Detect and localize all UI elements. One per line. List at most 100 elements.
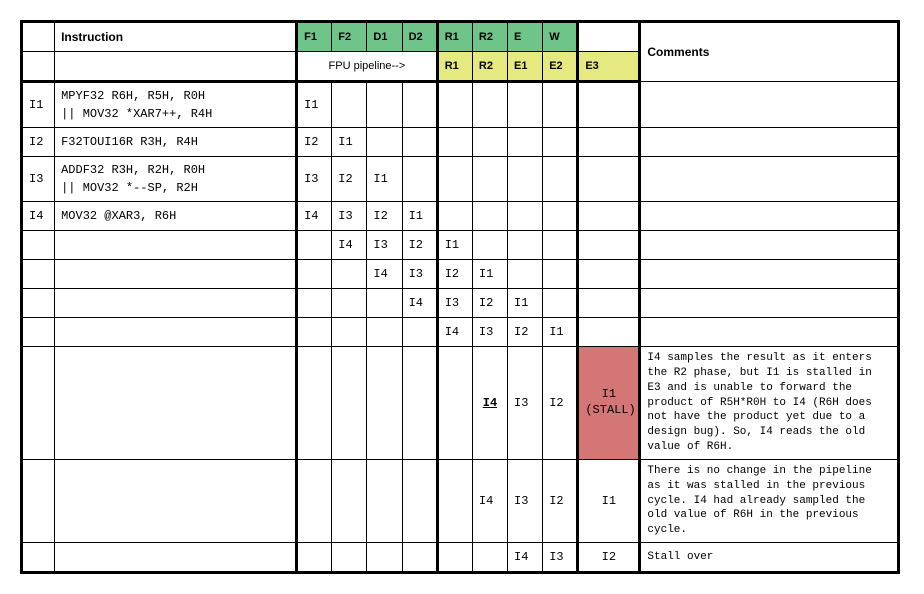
row-index: I3 xyxy=(22,157,55,202)
h2-e3: E3 xyxy=(578,52,640,82)
stage-cell xyxy=(367,82,402,128)
pipeline-row: I3ADDF32 R3H, R2H, R0H || MOV32 *--SP, R… xyxy=(22,157,899,202)
comment-cell xyxy=(640,202,899,231)
h-e: E xyxy=(508,22,543,52)
e3-cell xyxy=(578,231,640,260)
comment-cell xyxy=(640,231,899,260)
comment-cell xyxy=(640,128,899,157)
h2-e2: E2 xyxy=(543,52,578,82)
stage-cell: I2 xyxy=(402,231,437,260)
stage-cell xyxy=(508,128,543,157)
stage-cell xyxy=(297,289,332,318)
row-index: I4 xyxy=(22,202,55,231)
stage-cell xyxy=(332,543,367,573)
instruction-cell: MPYF32 R6H, R5H, R0H || MOV32 *XAR7++, R… xyxy=(55,82,297,128)
stage-cell xyxy=(332,318,367,347)
header-row-1: Instruction F1 F2 D1 D2 R1 R2 E W Commen… xyxy=(22,22,899,52)
stage-cell: I2 xyxy=(437,260,472,289)
stage-cell xyxy=(437,459,472,542)
e3-cell xyxy=(578,157,640,202)
comment-cell xyxy=(640,82,899,128)
stage-cell xyxy=(367,347,402,460)
stage-cell: I2 xyxy=(543,347,578,460)
stage-cell xyxy=(543,202,578,231)
h-comments: Comments xyxy=(640,22,899,82)
e3-cell: I1 xyxy=(578,459,640,542)
comment-cell: Stall over xyxy=(640,543,899,573)
stage-cell: I3 xyxy=(437,289,472,318)
stage-cell xyxy=(437,543,472,573)
h-f1: F1 xyxy=(297,22,332,52)
instruction-cell: ADDF32 R3H, R2H, R0H || MOV32 *--SP, R2H xyxy=(55,157,297,202)
stage-cell xyxy=(297,318,332,347)
stage-cell xyxy=(332,82,367,128)
stage-cell xyxy=(508,157,543,202)
stage-cell xyxy=(437,157,472,202)
stage-cell: I4 xyxy=(367,260,402,289)
stage-cell xyxy=(402,347,437,460)
stage-cell xyxy=(508,82,543,128)
pipeline-row: I4MOV32 @XAR3, R6HI4I3I2I1 xyxy=(22,202,899,231)
e3-cell xyxy=(578,260,640,289)
stage-cell: I3 xyxy=(332,202,367,231)
stage-cell xyxy=(472,157,507,202)
pipeline-row: I2F32TOUI16R R3H, R4HI2I1 xyxy=(22,128,899,157)
h-w: W xyxy=(543,22,578,52)
h-r2: R2 xyxy=(472,22,507,52)
row-index xyxy=(22,231,55,260)
stage-cell: I1 xyxy=(367,157,402,202)
stage-cell: I1 xyxy=(402,202,437,231)
instruction-cell xyxy=(55,231,297,260)
stage-cell: I3 xyxy=(508,459,543,542)
comment-cell xyxy=(640,157,899,202)
comment-cell xyxy=(640,289,899,318)
pipeline-row: I4I3I2I1 xyxy=(22,231,899,260)
stage-cell xyxy=(332,347,367,460)
e3-cell: I1 (STALL) xyxy=(578,347,640,460)
comment-cell: I4 samples the result as it enters the R… xyxy=(640,347,899,460)
stage-cell xyxy=(437,128,472,157)
stage-cell: I1 xyxy=(508,289,543,318)
stage-cell: I3 xyxy=(402,260,437,289)
stage-cell: I3 xyxy=(367,231,402,260)
stage-cell xyxy=(402,318,437,347)
stage-cell xyxy=(543,231,578,260)
stage-cell xyxy=(367,459,402,542)
instruction-cell: MOV32 @XAR3, R6H xyxy=(55,202,297,231)
stage-cell: I1 xyxy=(472,260,507,289)
pipeline-row: I4I3I2Stall over xyxy=(22,543,899,573)
instruction-cell xyxy=(55,260,297,289)
row-index xyxy=(22,289,55,318)
comment-cell: There is no change in the pipeline as it… xyxy=(640,459,899,542)
h2-e1: E1 xyxy=(508,52,543,82)
stage-cell xyxy=(472,82,507,128)
stage-cell xyxy=(297,260,332,289)
stage-cell xyxy=(508,260,543,289)
row-index: I2 xyxy=(22,128,55,157)
h-blank xyxy=(22,22,55,52)
stage-cell xyxy=(472,543,507,573)
stage-cell xyxy=(472,231,507,260)
stage-cell: I3 xyxy=(297,157,332,202)
stage-cell: I2 xyxy=(543,459,578,542)
e3-cell xyxy=(578,289,640,318)
instruction-cell xyxy=(55,543,297,573)
stage-cell: I4 xyxy=(332,231,367,260)
stage-cell xyxy=(402,459,437,542)
stage-cell: I2 xyxy=(332,157,367,202)
h2-r2: R2 xyxy=(472,52,507,82)
stage-cell xyxy=(402,157,437,202)
comment-cell xyxy=(640,260,899,289)
h-instruction: Instruction xyxy=(55,22,297,52)
pipeline-row: I4I3I2I1There is no change in the pipeli… xyxy=(22,459,899,542)
e3-cell xyxy=(578,82,640,128)
stage-cell xyxy=(437,347,472,460)
stage-cell: I3 xyxy=(472,318,507,347)
instruction-cell: F32TOUI16R R3H, R4H xyxy=(55,128,297,157)
stage-cell xyxy=(508,202,543,231)
instruction-cell xyxy=(55,318,297,347)
e3-cell xyxy=(578,318,640,347)
stage-cell: I4 xyxy=(472,459,507,542)
h-f2: F2 xyxy=(332,22,367,52)
h-r1: R1 xyxy=(437,22,472,52)
